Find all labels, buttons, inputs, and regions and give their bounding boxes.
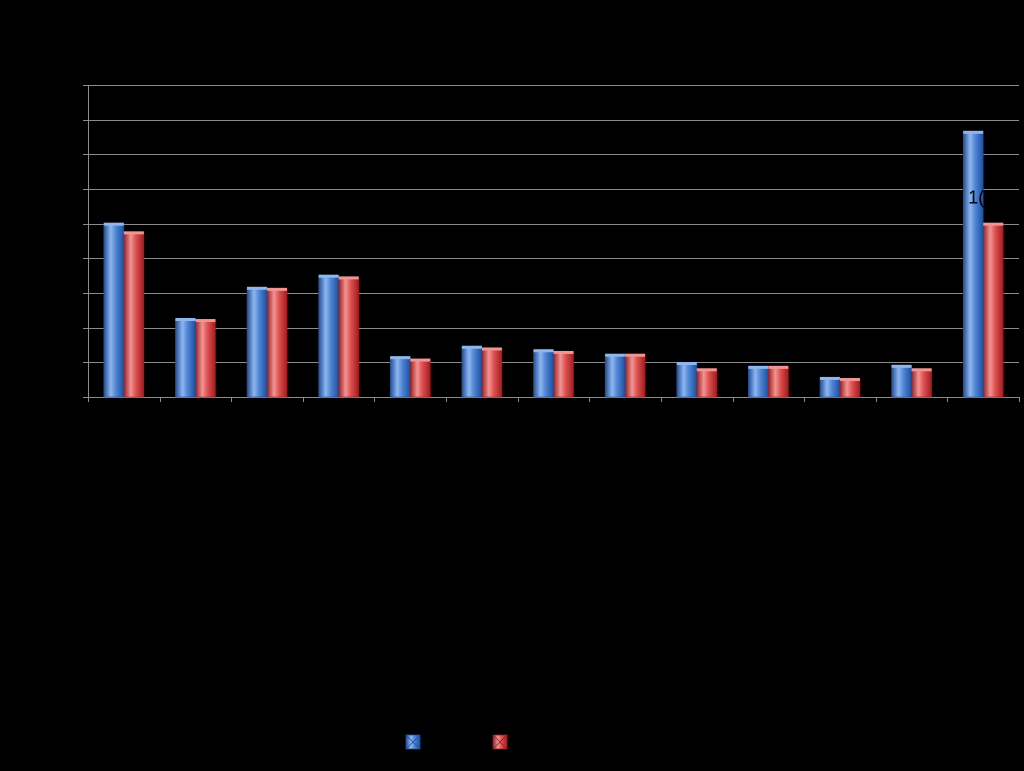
bar-top-series1 bbox=[605, 353, 626, 357]
legend bbox=[405, 734, 508, 750]
bar-series2 bbox=[624, 354, 646, 398]
bar-series2 bbox=[982, 223, 1004, 398]
bar-top-series2 bbox=[553, 350, 574, 354]
bar-series1 bbox=[389, 356, 411, 398]
bar-series1 bbox=[318, 275, 339, 398]
bar-series2 bbox=[338, 277, 359, 398]
bar-series2 bbox=[911, 368, 932, 398]
bar-series1 bbox=[175, 318, 196, 398]
bar-top-series2 bbox=[839, 377, 860, 381]
bar-top-series1 bbox=[819, 376, 840, 380]
bar-series1 bbox=[748, 366, 769, 398]
axes bbox=[83, 85, 1020, 402]
bar-series1 bbox=[819, 377, 841, 398]
bar-series1 bbox=[533, 349, 554, 398]
bar-series1 bbox=[604, 354, 626, 398]
bar-top-series2 bbox=[481, 347, 502, 351]
bar-top-series1 bbox=[175, 318, 196, 321]
gridlines bbox=[88, 85, 1019, 363]
bar-top-series1 bbox=[390, 356, 411, 360]
bar-series2 bbox=[195, 319, 216, 398]
bar-series1 bbox=[461, 346, 483, 398]
bar-top-series1 bbox=[533, 349, 554, 353]
bar-series2 bbox=[553, 351, 574, 398]
legend-swatch-mark bbox=[405, 734, 421, 750]
bar-top-series2 bbox=[983, 222, 1004, 226]
bar-top-series1 bbox=[461, 345, 482, 349]
bar-series2 bbox=[696, 368, 718, 398]
bar-top-series2 bbox=[195, 319, 216, 323]
bar-series2 bbox=[481, 348, 503, 398]
bar-series1 bbox=[246, 287, 268, 398]
legend-swatch-mark bbox=[492, 734, 508, 750]
bar-top-series2 bbox=[696, 368, 717, 372]
bar-top-series1 bbox=[748, 365, 769, 369]
bar-top-series2 bbox=[768, 365, 789, 369]
bar-top-series1 bbox=[963, 130, 984, 134]
bar-series2 bbox=[266, 288, 288, 398]
bar-top-series2 bbox=[267, 287, 288, 291]
bar-top-series1 bbox=[676, 362, 697, 366]
bar-top-series2 bbox=[911, 368, 932, 372]
bar-series1 bbox=[676, 362, 698, 398]
bar-series2 bbox=[768, 366, 789, 398]
bar-series2 bbox=[839, 378, 861, 398]
bar-top-series2 bbox=[410, 358, 431, 362]
bar-top-series1 bbox=[103, 222, 124, 226]
bar-top-series2 bbox=[123, 231, 144, 235]
data-label: 1( bbox=[968, 187, 984, 207]
bar-top-series1 bbox=[247, 286, 268, 290]
bar-series1 bbox=[103, 223, 125, 398]
bar-top-series1 bbox=[318, 274, 339, 278]
data-labels: 1( bbox=[968, 187, 984, 207]
bar-series2 bbox=[123, 232, 145, 398]
bars bbox=[103, 130, 1004, 398]
bar-top-series2 bbox=[625, 353, 646, 357]
bar-series1 bbox=[891, 365, 912, 398]
bar-series1 bbox=[962, 131, 984, 398]
bar-top-series2 bbox=[338, 276, 359, 280]
bar-top-series1 bbox=[891, 364, 912, 368]
bar-series2 bbox=[409, 359, 431, 398]
